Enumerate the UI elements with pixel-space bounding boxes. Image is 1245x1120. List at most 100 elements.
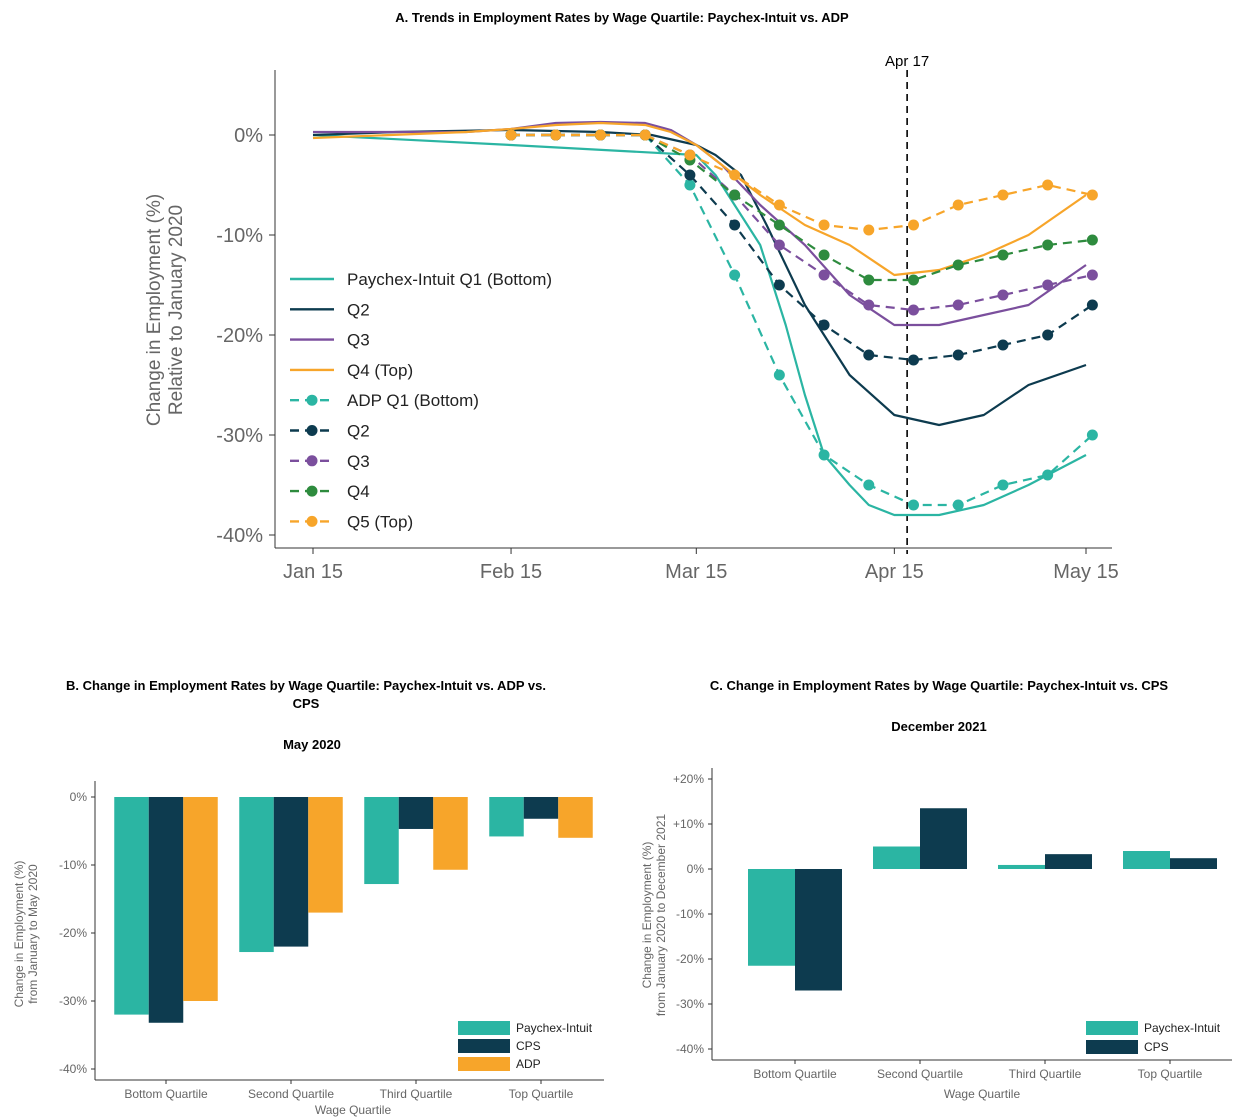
legend-swatch-adp (458, 1057, 510, 1071)
bar-second-quartile-cps (920, 808, 967, 869)
legend-label-2: Q3 (347, 331, 370, 350)
cChart-y-tick-label: -30% (676, 997, 704, 1011)
bar-third-quartile-cps (1045, 854, 1092, 869)
series-point-8-q5-top (639, 129, 651, 141)
panel-b-subtitle: May 2020 (283, 737, 341, 752)
series-point-5-q2 (863, 349, 875, 361)
series-point-7-q4 (818, 249, 830, 261)
panel-c-ylabel-line1: Change in Employment (%) (640, 842, 654, 989)
series-point-6-q3 (908, 304, 920, 316)
bar-top-quartile-cps (1170, 858, 1217, 869)
panel-c-x-axis-label: Wage Quartile (944, 1087, 1021, 1101)
cChart-x-tick-label: Top Quartile (1138, 1067, 1203, 1081)
series-point-4-adp-q1-bottom (729, 269, 741, 281)
cChart-y-tick-label: +20% (673, 772, 704, 786)
panel-a-ylabel-line2: Relative to January 2020 (166, 205, 187, 415)
series-point-7-q4 (997, 249, 1009, 261)
bar-third-quartile-paychex-intuit (364, 797, 399, 885)
bar-second-quartile-paychex-intuit (239, 797, 274, 953)
panel-c-subtitle: December 2021 (891, 719, 986, 734)
series-point-5-q2 (818, 319, 830, 331)
series-point-8-q5-top (684, 149, 696, 161)
legend-key-marker-6 (306, 455, 318, 467)
legend-swatch-cps (458, 1039, 510, 1053)
legend-label-adp: ADP (516, 1057, 541, 1071)
cChart-x-tick-label: Third Quartile (1009, 1067, 1082, 1081)
apr17-label: Apr 17 (885, 53, 929, 70)
panel-a-ylabel-line1: Change in Employment (%) (144, 194, 165, 426)
panel-a-x-tick-label: Jan 15 (283, 561, 343, 583)
cChart-y-tick-label: -20% (676, 952, 704, 966)
legend-label-7: Q4 (347, 482, 370, 501)
bar-bottom-quartile-cps (795, 869, 842, 991)
bar-top-quartile-paychex-intuit (489, 797, 524, 837)
legend-label-5: Q2 (347, 422, 370, 441)
bar-top-quartile-cps (523, 797, 559, 819)
legend-key-marker-8 (306, 515, 318, 527)
bChart-y-tick-label: -30% (59, 994, 87, 1008)
series-point-6-q3 (997, 289, 1009, 301)
panel-a-x-tick-label: Mar 15 (665, 561, 727, 583)
legend-swatch-cps (1086, 1040, 1138, 1054)
panel-a-legend: Paychex-Intuit Q1 (Bottom) Q2 Q3 Q4 (Top) AD… (290, 270, 552, 531)
panel-b-bar-chart: B. Change in Employment Rates by Wage Qu… (12, 678, 604, 1117)
legend-label-paychex-intuit: Paychex-Intuit (516, 1021, 593, 1035)
bar-second-quartile-adp (308, 797, 343, 913)
bChart-y-tick-label: 0% (70, 790, 88, 804)
legend-swatch-paychex-intuit (458, 1021, 510, 1035)
series-point-4-adp-q1-bottom (773, 369, 785, 381)
bar-third-quartile-adp (433, 797, 468, 870)
series-point-7-q4 (1042, 239, 1054, 251)
cChart-y-tick-label: +10% (673, 817, 704, 831)
legend-key-marker-5 (306, 425, 318, 436)
series-point-5-q2 (1086, 299, 1098, 311)
bar-bottom-quartile-paychex-intuit (748, 869, 795, 966)
panel-c-ylabel-line2: from January 2020 to December 2021 (654, 814, 668, 1016)
bar-bottom-quartile-adp (183, 797, 218, 1001)
panel-b-title-line2: CPS (293, 696, 320, 711)
legend-label-4: ADP Q1 (Bottom) (347, 391, 479, 410)
cChart-x-tick-label: Bottom Quartile (753, 1067, 837, 1081)
panel-c-plot: +20% +10% 0% -10% -20% -30% -40% Bottom Quartil… (673, 768, 1232, 1081)
series-point-8-q5-top (505, 129, 517, 141)
legend-label-8: Q5 (Top) (347, 512, 413, 531)
series-point-6-q3 (863, 299, 875, 311)
series-point-8-q5-top (997, 189, 1009, 201)
panel-b-x-axis-label: Wage Quartile (315, 1103, 392, 1117)
panel-a-title: A. Trends in Employment Rates by Wage Qu… (395, 10, 849, 25)
legend-label-1: Q2 (347, 300, 370, 319)
bar-second-quartile-cps (273, 797, 309, 947)
cChart-x-tick-label: Second Quartile (877, 1067, 963, 1081)
series-point-4-adp-q1-bottom (863, 479, 875, 491)
series-line-2-q3 (313, 120, 1087, 327)
series-point-8-q5-top (1042, 179, 1054, 191)
series-point-8-q5-top (594, 129, 606, 141)
legend-label-0: Paychex-Intuit Q1 (Bottom) (347, 270, 552, 289)
legend-label-6: Q3 (347, 452, 370, 471)
series-point-4-adp-q1-bottom (952, 499, 964, 511)
panel-a-reference-line: Apr 17 (885, 53, 929, 554)
bChart-x-tick-label: Third Quartile (380, 1087, 453, 1101)
legend-label-3: Q4 (Top) (347, 361, 413, 380)
series-point-4-adp-q1-bottom (1086, 429, 1098, 441)
legend-key-marker-4 (306, 394, 318, 406)
panel-a-y-tick-label: -10% (216, 225, 263, 247)
series-point-6-q3 (773, 239, 785, 251)
series-point-4-adp-q1-bottom (1042, 469, 1054, 481)
panel-a-x-tick-label: Feb 15 (480, 561, 542, 583)
bChart-x-tick-label: Bottom Quartile (124, 1087, 208, 1101)
bar-second-quartile-paychex-intuit (873, 846, 920, 869)
series-line-5-q2 (511, 133, 1094, 362)
series-point-8-q5-top (773, 199, 785, 211)
legend-swatch-paychex-intuit (1086, 1021, 1138, 1035)
series-point-4-adp-q1-bottom (997, 479, 1009, 491)
series-point-8-q5-top (550, 129, 562, 141)
series-point-5-q2 (908, 354, 920, 366)
legend-label-cps: CPS (1144, 1040, 1169, 1054)
series-point-6-q3 (1086, 269, 1098, 281)
series-point-4-adp-q1-bottom (818, 449, 830, 461)
series-point-5-q2 (773, 279, 785, 291)
series-point-5-q2 (1042, 329, 1054, 341)
bar-third-quartile-paychex-intuit (998, 864, 1045, 869)
series-line-8-q5-top (511, 133, 1093, 232)
